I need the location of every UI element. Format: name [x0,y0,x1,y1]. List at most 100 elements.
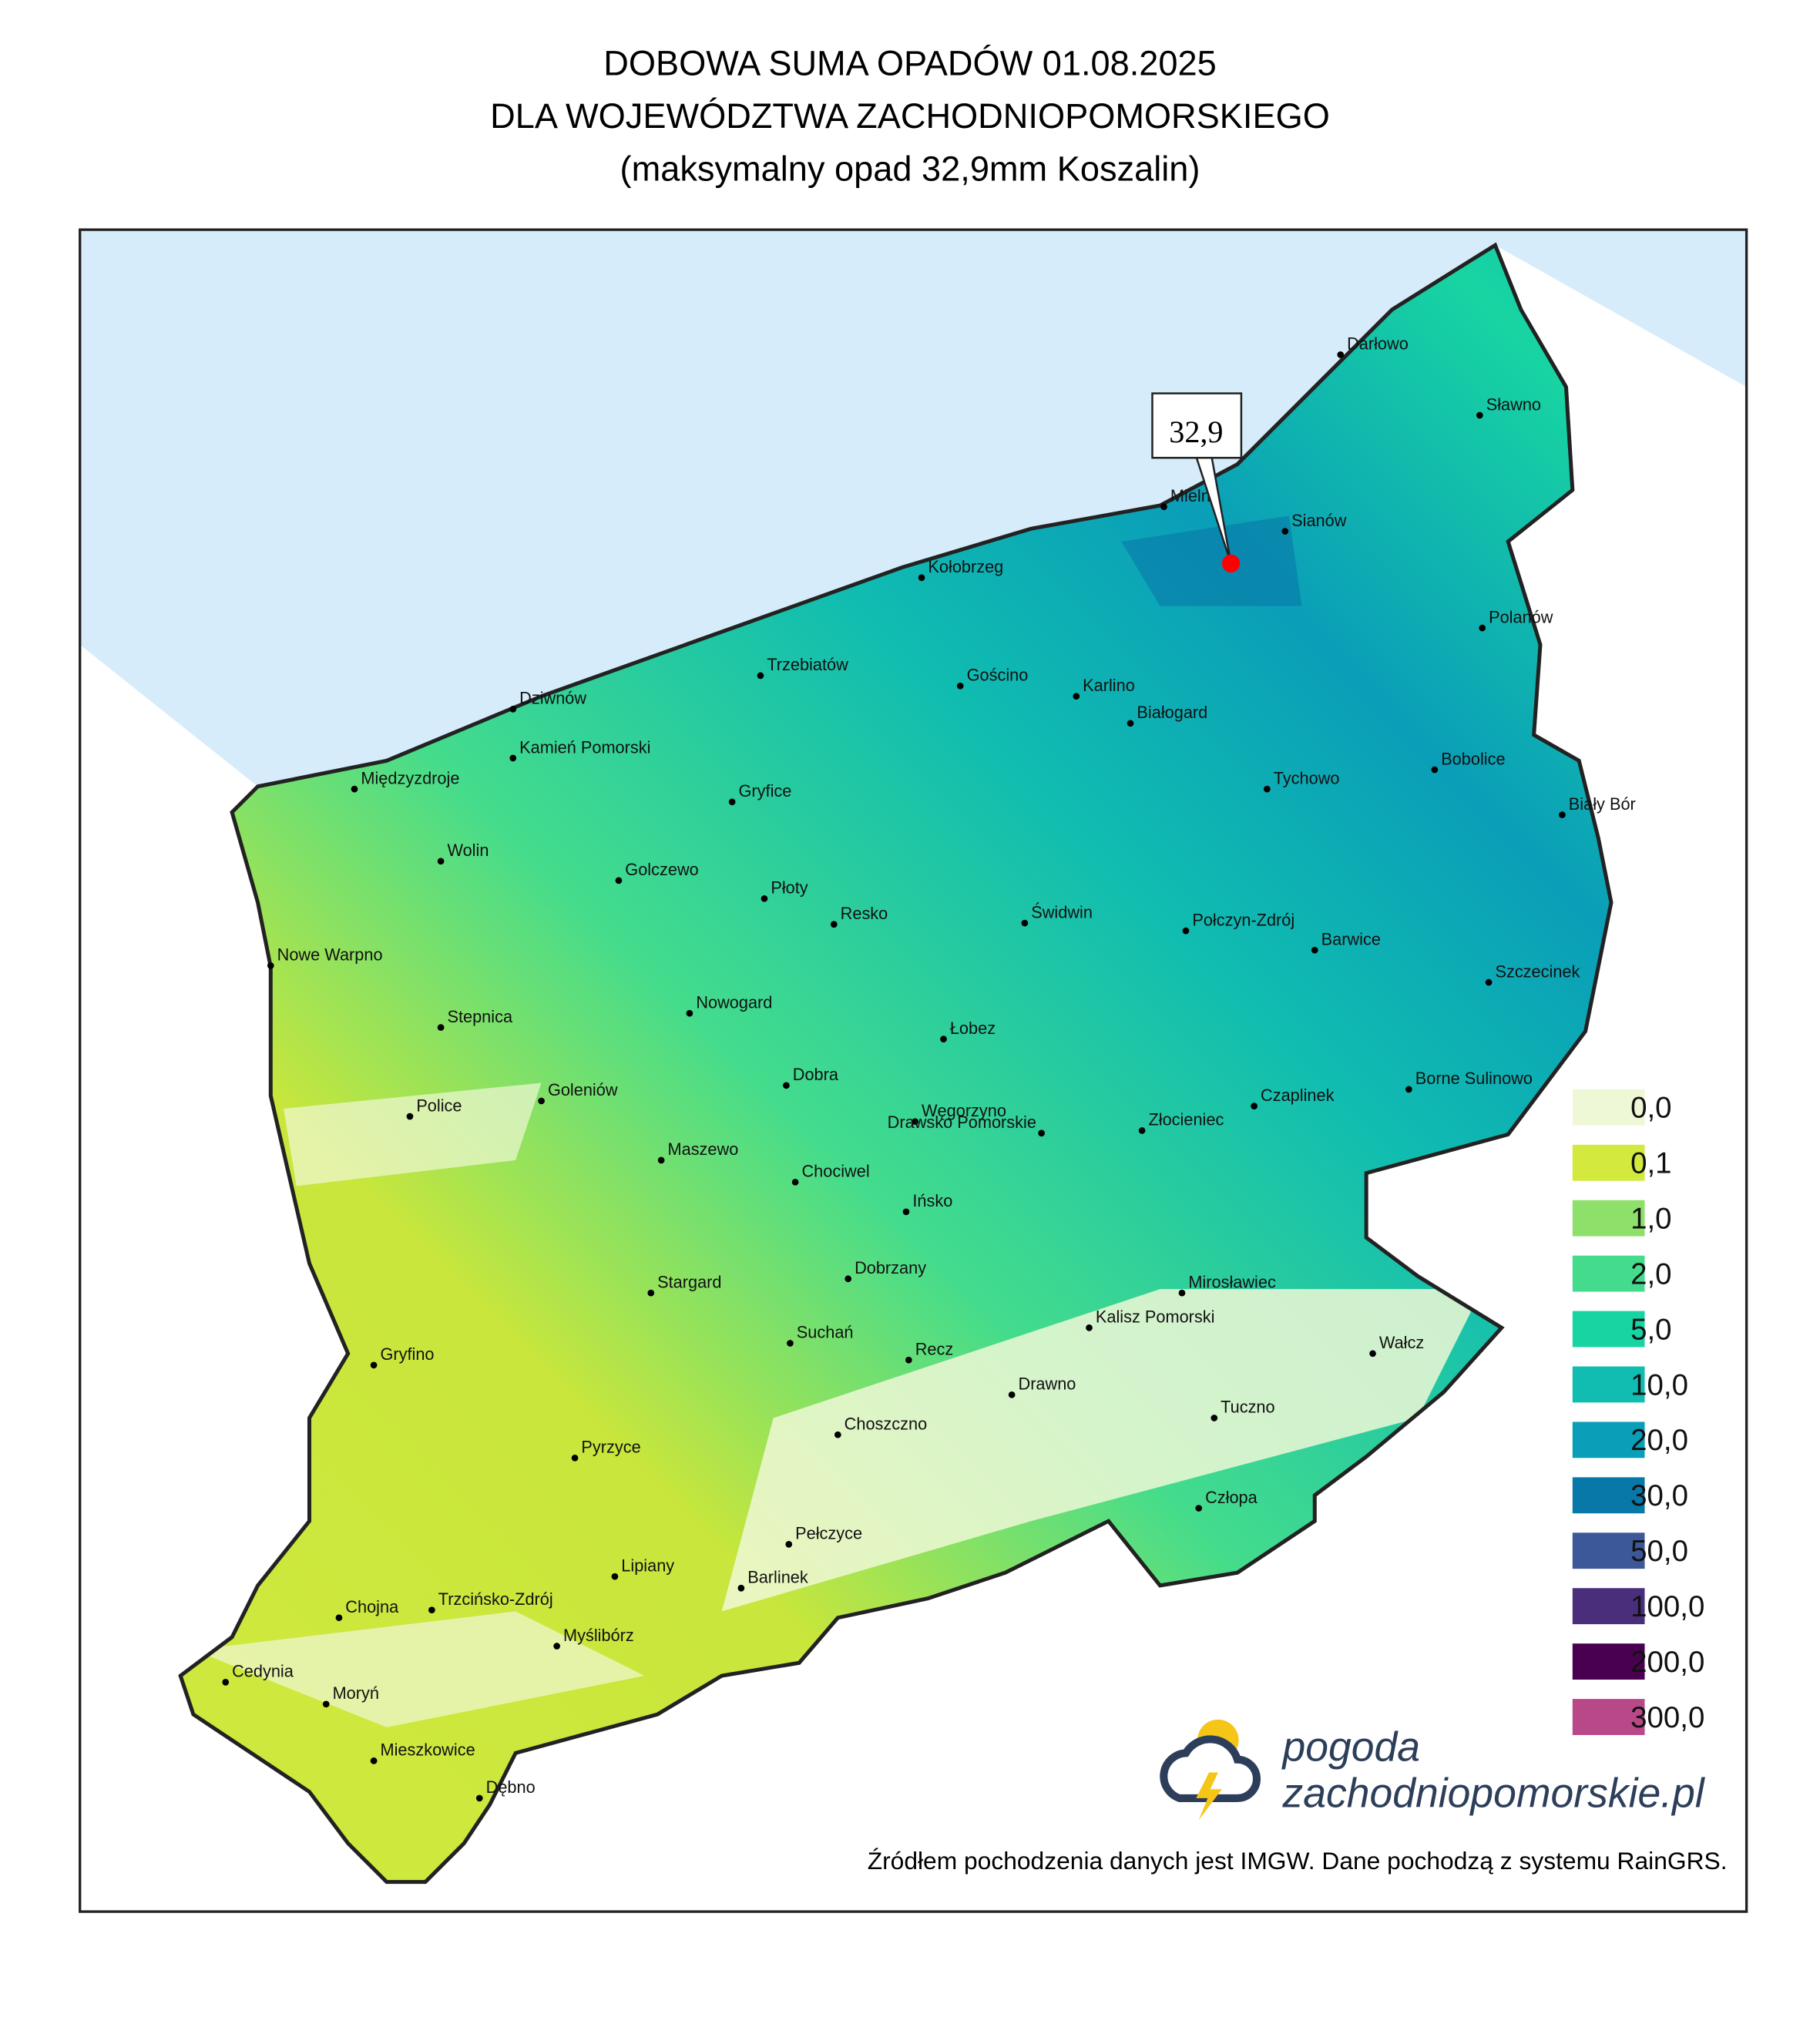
city-label: Gryfino [380,1344,434,1364]
city-label: Białogard [1137,703,1207,722]
city-label: Mieszkowice [380,1740,475,1760]
legend-label: 2,0 [1630,1257,1671,1291]
logo-line1: pogoda [1281,1724,1420,1770]
city-label: Polanów [1489,607,1553,626]
city-label: Świdwin [1031,902,1093,921]
city-dot [1138,1127,1146,1134]
city-dot [571,1454,579,1462]
legend-label: 0,1 [1630,1147,1671,1180]
city-dot [437,1024,445,1031]
city-dot [1479,624,1486,632]
city-label: Wolin [447,841,489,860]
city-label: Dziwnów [519,689,586,708]
city-dot [267,962,274,969]
dry-band [284,1082,542,1187]
city-label: Borne Sulinowo [1415,1069,1533,1088]
city-dot [902,1208,910,1216]
city-label: Kalisz Pomorski [1096,1307,1215,1327]
city-dot [1281,528,1289,535]
city-label: Nowe Warpno [277,945,383,965]
legend-swatch [1572,1366,1645,1403]
legend-swatch [1572,1421,1645,1458]
city-dot [647,1289,655,1297]
city-label: Resko [841,904,888,923]
city-dot [787,1340,794,1347]
city-label: Łobez [950,1019,996,1038]
city-dot [956,682,964,690]
logo-line2: zachodniopomorskie.pl [1281,1771,1705,1817]
city-label: Drawno [1019,1375,1076,1394]
legend-label: 10,0 [1630,1368,1688,1401]
city-dot [437,858,445,865]
city-dot [351,785,358,793]
legend-swatch [1572,1477,1645,1514]
city-label: Kołobrzeg [928,557,1003,576]
city-label: Kamień Pomorski [519,737,650,757]
city-dot [1211,1415,1218,1421]
city-label: Połczyn-Zdrój [1192,910,1294,929]
city-label: Pełczyce [795,1524,862,1543]
legend-label: 20,0 [1630,1424,1688,1457]
city-label: Sławno [1486,394,1541,414]
legend-swatch [1572,1255,1645,1292]
city-dot [475,1794,483,1802]
city-dot [370,1757,378,1764]
city-dot [1559,811,1566,818]
city-dot [940,1035,947,1042]
city-dot [322,1700,330,1708]
city-dot [757,672,764,680]
city-dot [1485,978,1493,986]
city-label: Lipiany [621,1556,674,1576]
city-dot [1182,927,1190,935]
legend-swatch [1572,1311,1645,1348]
city-dot [1021,919,1029,927]
city-dot [657,1156,665,1164]
city-dot [912,1118,919,1126]
city-label: Szczecinek [1495,962,1580,981]
city-dot [509,706,517,713]
city-dot [335,1614,343,1622]
city-dot [553,1643,561,1650]
city-dot [785,1541,793,1548]
city-label: Trzebiatów [767,655,848,674]
city-dot [538,1097,545,1105]
city-dot [509,754,517,762]
city-dot [222,1679,230,1686]
city-label: Gryfice [739,781,792,801]
city-dot [428,1606,435,1614]
city-dot [1369,1350,1376,1358]
city-dot [615,877,623,884]
city-label: Wałcz [1379,1333,1424,1352]
legend-swatch [1572,1200,1645,1237]
city-label: Police [416,1096,462,1115]
city-label: Gościno [967,666,1029,685]
city-dot [1160,503,1167,511]
city-label: Węgorzyno [922,1101,1006,1120]
city-label: Drawsko Pomorskie [888,1113,1036,1132]
city-label: Chociwel [801,1162,869,1181]
legend-swatch [1572,1588,1645,1625]
wet-cell [1121,515,1302,606]
city-dot [1264,785,1271,793]
title-line1: DOBOWA SUMA OPADÓW 01.08.2025 [603,43,1217,82]
city-label: Cedynia [232,1662,294,1681]
city-dot [1337,351,1345,358]
sea [79,230,1747,787]
city-label: Międzyzdroje [361,768,459,787]
logo-bolt [1196,1772,1222,1821]
city-dot [737,1584,745,1592]
city-label: Recz [915,1339,954,1358]
logo: pogoda zachodniopomorskie.pl [1160,1719,1706,1821]
legend-label: 50,0 [1630,1535,1688,1568]
city-label: Goleniów [548,1080,618,1099]
city-label: Dębno [486,1777,536,1797]
city-dot [918,574,925,582]
city-dot [761,895,768,902]
legend-swatch [1572,1089,1645,1126]
city-dot [1008,1391,1016,1398]
city-label: Tuczno [1221,1398,1274,1417]
max-value: 32,9 [1169,415,1223,449]
city-label: Myślibórz [563,1626,634,1645]
